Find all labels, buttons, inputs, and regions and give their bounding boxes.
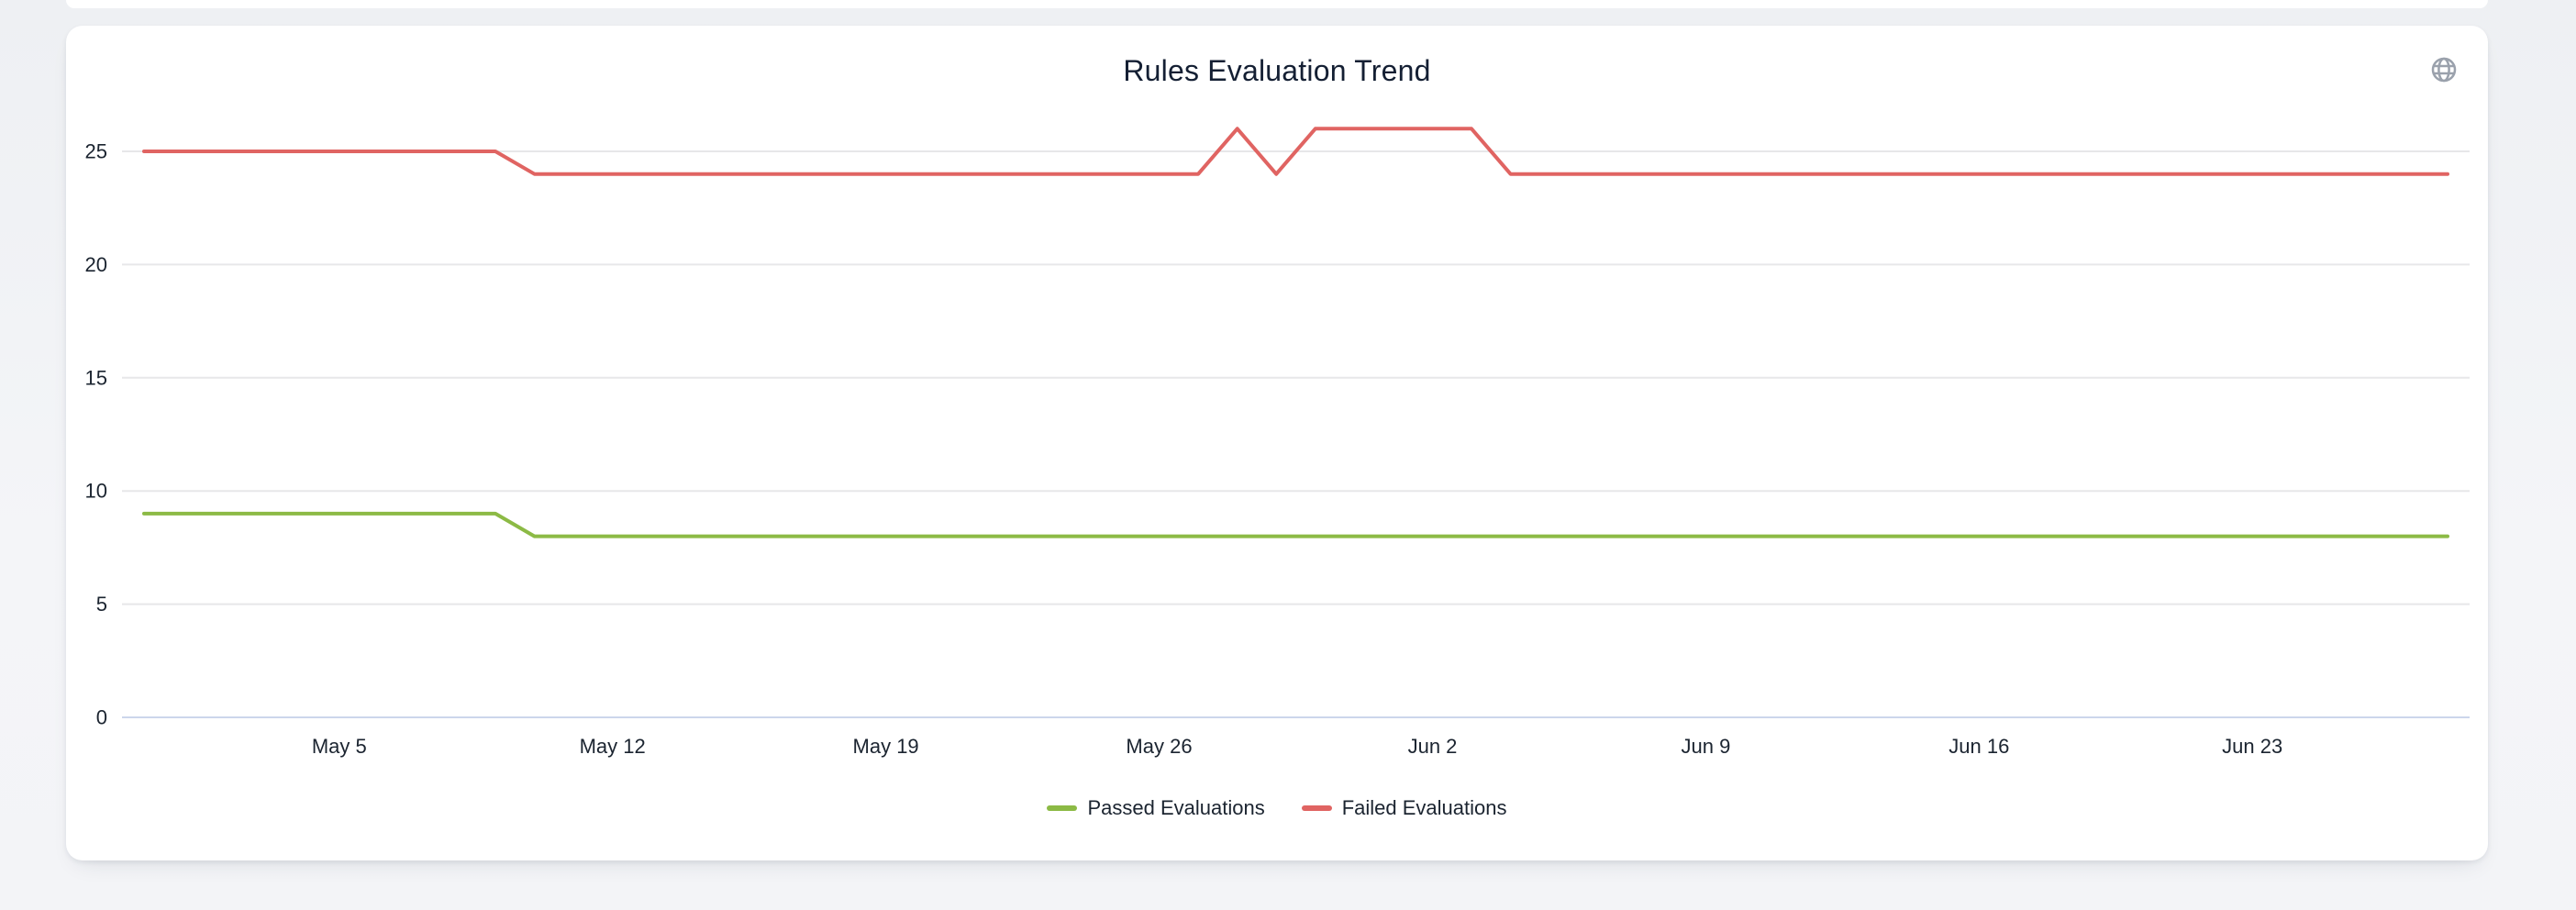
legend-marker-failed — [1301, 805, 1332, 811]
y-axis-label: 15 — [85, 366, 107, 389]
x-axis-label: May 5 — [312, 735, 367, 758]
chart-svg: 0 5 10 15 20 25 May 5 May 12 May 19 May 26 Jun 2 Ju… — [85, 127, 2470, 758]
x-axis-label: Jun 23 — [2222, 735, 2282, 758]
legend-item-passed[interactable]: Passed Evaluations — [1047, 796, 1265, 820]
failed-evaluations-line — [142, 127, 2449, 176]
globe-button[interactable] — [2424, 50, 2464, 90]
x-axis-label: Jun 16 — [1949, 735, 2009, 758]
legend-marker-passed — [1047, 805, 1078, 811]
x-axis-label: Jun 9 — [1681, 735, 1730, 758]
chart-legend: Passed Evaluations Failed Evaluations — [66, 794, 2488, 822]
y-axis-label: 0 — [96, 705, 107, 728]
y-axis-label: 5 — [96, 593, 107, 616]
chart-title: Rules Evaluation Trend — [1123, 54, 1431, 87]
chart-card: Rules Evaluation Trend 0 5 10 15 20 25 May 5 Ma… — [66, 26, 2488, 860]
x-axis-label: Jun 2 — [1408, 735, 1458, 758]
legend-item-failed[interactable]: Failed Evaluations — [1301, 796, 1507, 820]
globe-icon — [2431, 57, 2457, 83]
legend-label: Passed Evaluations — [1087, 796, 1265, 819]
y-axis-label: 20 — [85, 253, 107, 276]
previous-card-bottom-edge — [66, 0, 2488, 8]
y-axis-label: 10 — [85, 480, 107, 503]
y-axis-label: 25 — [85, 139, 107, 162]
legend-label: Failed Evaluations — [1341, 796, 1507, 819]
x-axis-label: May 19 — [853, 735, 919, 758]
passed-evaluations-line — [142, 511, 2449, 538]
x-axis-label: May 12 — [580, 735, 646, 758]
x-axis-label: May 26 — [1126, 735, 1192, 758]
